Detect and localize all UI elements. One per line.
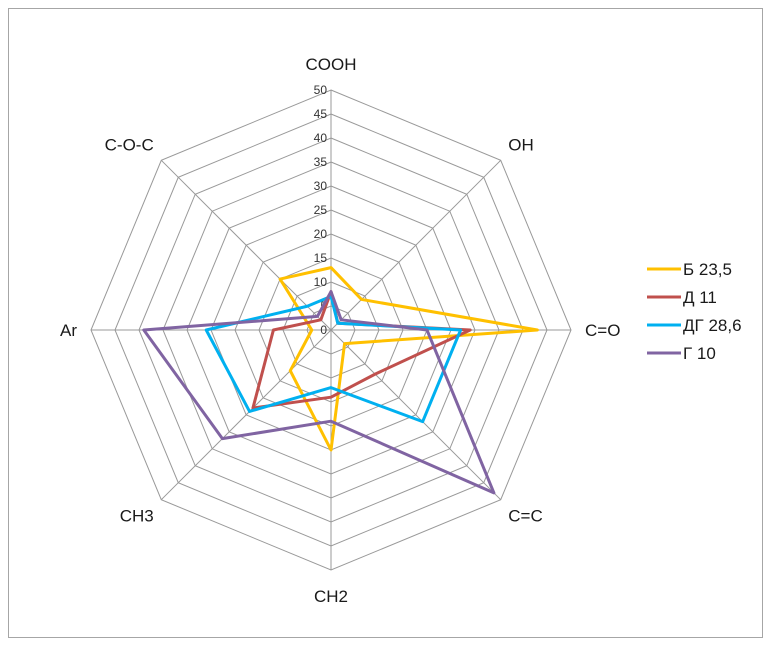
axis-labels: COOH OH C=O C=C CH2 CH3 Ar C-O-C xyxy=(60,55,620,606)
axis-label: OH xyxy=(508,136,534,155)
series-line-0 xyxy=(278,266,539,452)
series-line-2 xyxy=(204,294,463,424)
tick-label: 50 xyxy=(314,83,328,97)
tick-label: 20 xyxy=(314,227,328,241)
spoke-1 xyxy=(330,159,502,331)
tick-label: 45 xyxy=(314,107,328,121)
series-lines xyxy=(142,266,539,495)
axis-label: CH2 xyxy=(314,587,348,606)
tick-label: 0 xyxy=(320,323,327,337)
legend: Б 23,5 Д 11 ДГ 28,6 Г 10 xyxy=(647,260,742,363)
tick-label: 40 xyxy=(314,131,328,145)
tick-label: 35 xyxy=(314,155,328,169)
series-line-3 xyxy=(142,290,496,495)
axis-label: CH3 xyxy=(120,506,154,525)
tick-label: 30 xyxy=(314,179,328,193)
axis-label: COOH xyxy=(306,55,357,74)
tick-label: 15 xyxy=(314,251,328,265)
series-line-1 xyxy=(251,290,472,410)
spoke-7 xyxy=(160,159,332,331)
axis-label: C-O-C xyxy=(105,136,154,155)
axis-label: C=C xyxy=(508,506,542,525)
legend-label: Г 10 xyxy=(683,344,716,363)
legend-label: Б 23,5 xyxy=(683,260,732,279)
spoke-3 xyxy=(330,329,502,501)
tick-label: 10 xyxy=(314,275,328,289)
chart-frame: 0 5 10 15 20 25 30 35 40 45 50 COOH OH C=O C=C CH2 CH3 A… xyxy=(8,8,763,638)
axis-label: C=O xyxy=(585,321,620,340)
legend-label: ДГ 28,6 xyxy=(683,316,742,335)
tick-label: 25 xyxy=(314,203,328,217)
legend-label: Д 11 xyxy=(683,288,717,307)
axis-label: Ar xyxy=(60,321,77,340)
spoke-5 xyxy=(160,329,332,501)
